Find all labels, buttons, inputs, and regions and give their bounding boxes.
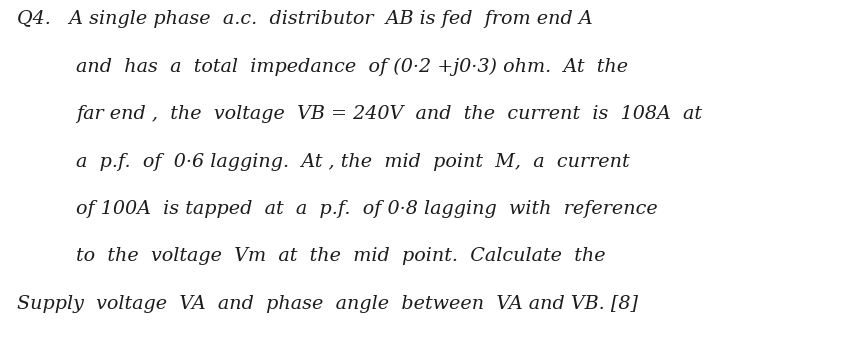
Text: to  the  voltage  Vm  at  the  mid  point.  Calculate  the: to the voltage Vm at the mid point. Calc…	[76, 247, 606, 265]
Text: and  has  a  total  impedance  of (0·2 +j0·3) ohm.  At  the: and has a total impedance of (0·2 +j0·3)…	[76, 58, 628, 76]
Text: far end ,  the  voltage  VB = 240V  and  the  current  is  108A  at: far end , the voltage VB = 240V and the …	[76, 105, 702, 123]
Text: Supply  voltage  VA  and  phase  angle  between  VA and VB. [8]: Supply voltage VA and phase angle betwee…	[17, 295, 638, 313]
Text: of 100A  is tapped  at  a  p.f.  of 0·8 lagging  with  reference: of 100A is tapped at a p.f. of 0·8 laggi…	[76, 200, 658, 218]
Text: Q4.   A single phase  a.c.  distributor  AB is fed  from end A: Q4. A single phase a.c. distributor AB i…	[17, 10, 593, 28]
Text: a  p.f.  of  0·6 lagging.  At , the  mid  point  M,  a  current: a p.f. of 0·6 lagging. At , the mid poin…	[76, 153, 630, 171]
